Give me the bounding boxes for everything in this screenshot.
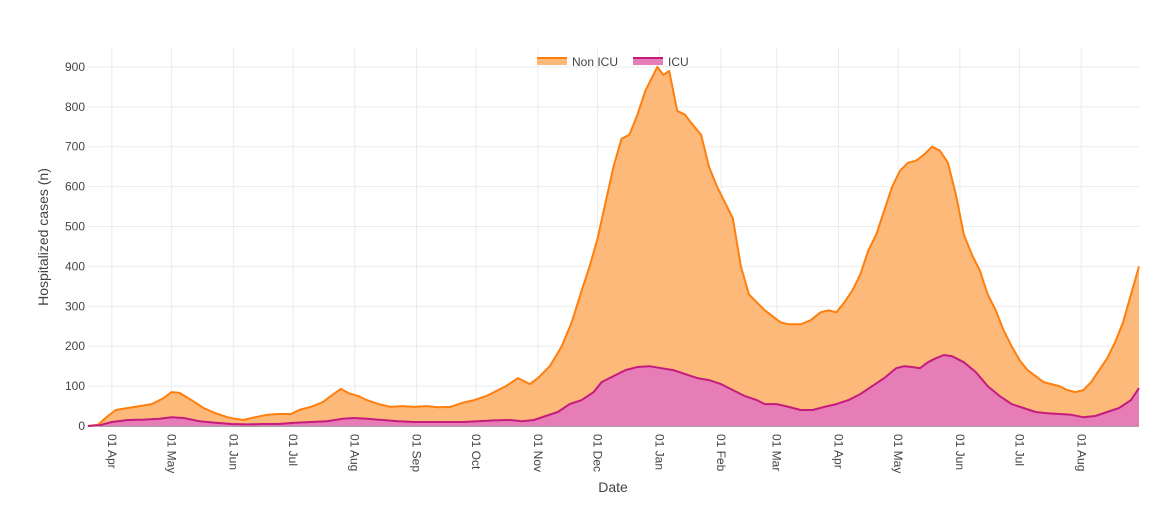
y-tick-label: 800 <box>65 100 85 114</box>
y-tick-label: 400 <box>65 259 85 273</box>
legend-swatch <box>537 57 567 65</box>
non-icu-area <box>88 66 1139 427</box>
y-tick-label: 500 <box>65 220 85 234</box>
x-tick-label: 01 Jun <box>226 434 240 470</box>
y-axis-ticks: 0 100 200 300 400 500 600 700 800 900 <box>65 60 85 433</box>
y-tick-label: 100 <box>65 379 85 393</box>
icu-area <box>88 355 1139 426</box>
x-axis-title: Date <box>598 479 628 495</box>
legend[interactable]: Non ICU ICU <box>537 55 689 69</box>
series-areas <box>87 65 1140 427</box>
x-tick-label: 01 Apr <box>105 434 119 469</box>
y-tick-label: 0 <box>78 419 85 433</box>
x-tick-label: 01 Feb <box>714 434 728 472</box>
legend-swatch <box>633 57 663 65</box>
x-tick-label: 01 Jul <box>1013 434 1027 466</box>
x-tick-label: 01 Sep <box>409 434 423 472</box>
x-axis-ticks: 01 Apr 01 May 01 Jun 01 Jul 01 Aug 01 Sep 01 O… <box>105 434 1088 473</box>
x-tick-label: 01 Aug <box>1074 434 1088 471</box>
y-tick-label: 600 <box>65 180 85 194</box>
x-tick-label: 01 Jul <box>286 434 300 466</box>
x-tick-label: 01 Mar <box>770 434 784 471</box>
x-tick-label: 01 Nov <box>531 434 545 472</box>
x-tick-label: 01 Jan <box>652 434 666 470</box>
legend-label: Non ICU <box>572 55 618 69</box>
y-axis-title: Hospitalized cases (n) <box>35 168 51 306</box>
legend-item-icu[interactable]: ICU <box>633 55 689 69</box>
y-tick-label: 900 <box>65 60 85 74</box>
x-tick-label: 01 Aug <box>348 434 362 471</box>
x-tick-label: 01 Jun <box>953 434 967 470</box>
x-tick-label: 01 May <box>165 434 179 473</box>
x-tick-label: 01 May <box>891 434 905 473</box>
x-tick-label: 01 Apr <box>831 434 845 469</box>
legend-item-non-icu[interactable]: Non ICU <box>537 55 618 69</box>
y-tick-label: 300 <box>65 299 85 313</box>
y-tick-label: 700 <box>65 140 85 154</box>
legend-label: ICU <box>668 55 689 69</box>
x-tick-label: 01 Dec <box>591 434 605 472</box>
non-icu-line <box>87 65 1140 427</box>
y-tick-label: 200 <box>65 339 85 353</box>
x-tick-label: 01 Oct <box>469 434 483 470</box>
icu-line <box>87 354 1140 427</box>
